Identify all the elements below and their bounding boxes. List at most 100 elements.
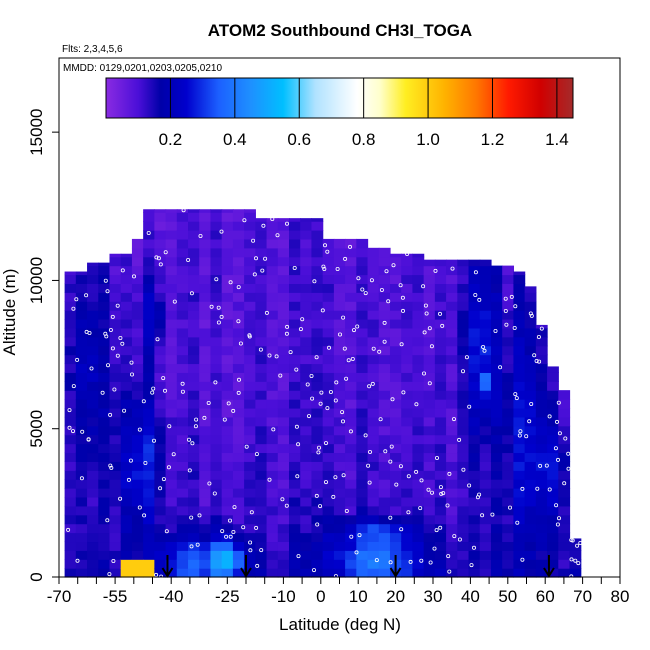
heatmap-cell	[311, 488, 324, 498]
sample-point	[318, 504, 323, 509]
heatmap-cell	[154, 381, 167, 391]
heatmap-cell	[109, 488, 122, 498]
sample-point	[469, 563, 474, 568]
heatmap-cell	[289, 292, 301, 302]
heatmap-cell	[165, 425, 178, 436]
heatmap-cell	[255, 443, 268, 454]
heatmap-cell	[87, 283, 99, 293]
heatmap-cell	[356, 372, 369, 382]
heatmap-cell	[176, 274, 189, 284]
heatmap-cell	[277, 559, 290, 569]
heatmap-cell	[109, 301, 122, 311]
heatmap-cell	[255, 399, 268, 409]
heatmap-cell	[479, 550, 492, 560]
heatmap-cell	[75, 354, 88, 365]
heatmap-cell	[311, 559, 324, 569]
heatmap-cell	[479, 354, 492, 365]
sample-point	[367, 480, 372, 485]
heatmap-cell	[378, 345, 391, 356]
heatmap-cell	[98, 568, 111, 578]
heatmap-cell	[266, 354, 279, 365]
sample-point	[84, 329, 89, 334]
heatmap-cell	[401, 532, 414, 543]
heatmap-cell	[490, 381, 503, 391]
heatmap-cell	[468, 259, 481, 267]
heatmap-cell	[98, 390, 111, 400]
heatmap-cell	[524, 318, 537, 329]
heatmap-cell	[513, 372, 526, 382]
heatmap-cell	[165, 461, 178, 471]
sample-point	[534, 358, 539, 363]
sample-point	[189, 544, 194, 549]
sample-point	[346, 358, 351, 363]
heatmap-cell	[322, 381, 335, 391]
heatmap-cell	[232, 452, 245, 462]
heatmap-cell	[457, 372, 470, 382]
sample-point	[71, 384, 76, 389]
heatmap-cell	[232, 461, 245, 471]
heatmap-cell	[176, 247, 189, 258]
heatmap-cell	[356, 541, 369, 551]
heatmap-cell	[479, 310, 492, 320]
heatmap-cell	[277, 274, 290, 284]
heatmap-cell	[210, 523, 223, 534]
heatmap-cell	[143, 425, 155, 436]
heatmap-cell	[154, 310, 167, 320]
heatmap-cell	[277, 363, 290, 373]
heatmap-cell	[199, 256, 212, 267]
heatmap-cell	[98, 318, 111, 329]
sample-point	[547, 414, 552, 419]
sample-point	[260, 268, 265, 273]
heatmap-cell	[345, 559, 357, 569]
heatmap-cell	[289, 283, 301, 293]
sample-point	[440, 323, 445, 328]
heatmap-cell	[490, 301, 503, 311]
heatmap-cell	[75, 550, 88, 560]
heatmap-cell	[176, 550, 189, 560]
heatmap-cell	[289, 523, 301, 534]
heatmap-cell	[188, 301, 200, 311]
heatmap-cell	[434, 354, 447, 365]
heatmap-cell	[457, 363, 470, 373]
heatmap-cell	[401, 390, 414, 400]
sample-point	[554, 503, 559, 508]
heatmap-cell	[188, 390, 200, 400]
x-axis-tick-label: -70	[47, 587, 72, 606]
heatmap-cell	[165, 479, 178, 489]
heatmap-cell	[266, 327, 279, 338]
heatmap-cell	[165, 336, 178, 347]
heatmap-cell	[289, 505, 301, 516]
heatmap-cell	[333, 523, 346, 534]
heatmap-cell	[199, 443, 212, 454]
heatmap-cell	[423, 399, 436, 409]
heatmap-cell	[513, 434, 526, 445]
heatmap-cell	[300, 550, 313, 560]
heatmap-cell	[109, 559, 122, 569]
heatmap-cell	[289, 230, 301, 240]
heatmap-cell	[333, 461, 346, 471]
heatmap-cell	[165, 488, 178, 498]
heatmap-cell	[423, 407, 436, 418]
sample-point	[241, 525, 246, 530]
sample-point	[331, 494, 336, 499]
heatmap-cell	[535, 363, 548, 373]
heatmap-cell	[176, 452, 189, 462]
heatmap-cell	[64, 345, 77, 356]
sample-point	[390, 397, 395, 402]
heatmap-cell	[558, 399, 571, 409]
heatmap-cell	[434, 274, 447, 284]
heatmap-cell	[221, 559, 234, 569]
heatmap-cell	[255, 479, 268, 489]
heatmap-cell	[277, 568, 290, 578]
heatmap-cell	[232, 559, 245, 569]
heatmap-cell	[468, 363, 481, 373]
sample-point	[111, 559, 116, 564]
heatmap-cell	[524, 452, 537, 462]
sample-point	[524, 434, 529, 439]
sample-point	[86, 437, 91, 442]
heatmap-cell	[389, 354, 402, 365]
heatmap-cell	[434, 381, 447, 391]
heatmap-cell	[188, 488, 200, 498]
y-axis-tick-label: 0	[27, 572, 46, 581]
